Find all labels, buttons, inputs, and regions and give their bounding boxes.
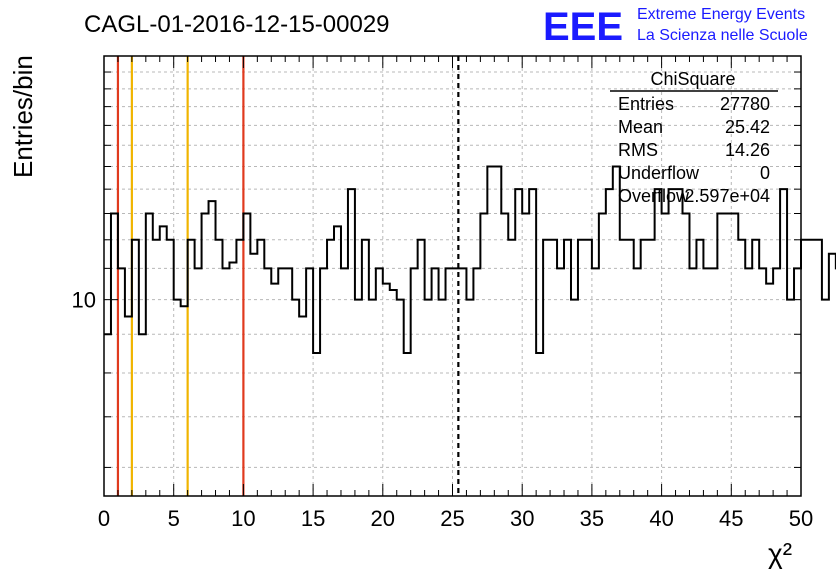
stats-label-mean: Mean <box>618 117 663 137</box>
x-tick-label: 15 <box>301 506 325 531</box>
x-tick-label: 20 <box>371 506 395 531</box>
axis-ticks: 0 5 10 15 20 25 30 35 40 45 50 10 <box>72 56 813 531</box>
stats-label-overflow: Overflow <box>618 186 690 206</box>
x-tick-label: 50 <box>789 506 813 531</box>
logo-line-2: La Scienza nelle Scuole <box>637 27 808 44</box>
x-tick-label: 0 <box>98 506 110 531</box>
x-tick-label: 35 <box>580 506 604 531</box>
stats-value-overflow: 2.597e+04 <box>684 186 770 206</box>
x-tick-label: 45 <box>719 506 743 531</box>
stats-value-underflow: 0 <box>760 163 770 183</box>
x-tick-label: 5 <box>168 506 180 531</box>
stats-box: ChiSquare Entries 27780 Mean 25.42 RMS 1… <box>610 69 778 206</box>
x-axis-label: χ² <box>768 538 792 569</box>
logo-line-1: Extreme Energy Events <box>637 6 805 23</box>
histogram-series <box>104 165 836 355</box>
x-tick-label: 25 <box>440 506 464 531</box>
histogram-line <box>104 165 836 355</box>
stats-value-mean: 25.42 <box>725 117 770 137</box>
x-tick-label: 10 <box>231 506 255 531</box>
stats-label-rms: RMS <box>618 140 658 160</box>
stats-label-underflow: Underflow <box>618 163 700 183</box>
logo-mark: EEE <box>543 5 623 49</box>
reference-lines <box>116 56 460 496</box>
stats-value-entries: 27780 <box>720 94 770 114</box>
chart-title: CAGL-01-2016-12-15-00029 <box>84 11 390 38</box>
stats-value-rms: 14.26 <box>725 140 770 160</box>
y-tick-label: 10 <box>72 288 96 313</box>
stats-title: ChiSquare <box>650 69 735 89</box>
x-tick-label: 30 <box>510 506 534 531</box>
grid-lines <box>104 56 801 496</box>
stats-label-entries: Entries <box>618 94 674 114</box>
x-tick-label: 40 <box>649 506 673 531</box>
y-axis-label: Entries/bin <box>8 55 38 178</box>
